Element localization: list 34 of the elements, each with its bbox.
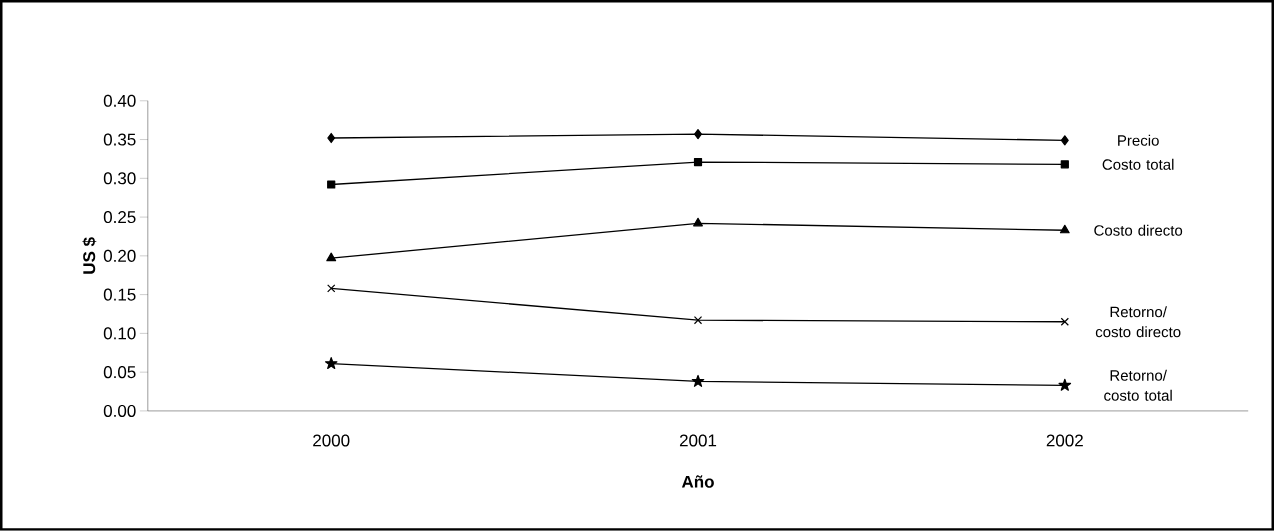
y-tick-label: 0.40 (103, 94, 136, 107)
point (327, 133, 336, 144)
y-tick-label: 0.35 (103, 133, 136, 146)
point (693, 316, 703, 325)
y-tick-label: 0.15 (103, 288, 136, 301)
y-tick-label: 0.05 (103, 366, 136, 379)
point (324, 357, 338, 370)
series-label: Retorno/ costo directo (1095, 306, 1181, 338)
text: Costo total (1102, 158, 1174, 171)
series-label: Costo directo (1094, 224, 1183, 236)
x-tick-label: 2002 (1046, 434, 1083, 447)
point (1060, 317, 1069, 327)
y-tick-label: 0.10 (103, 327, 136, 340)
point (1060, 135, 1069, 146)
y-axis-title: US $ (82, 237, 97, 274)
y-tick-label: 0.25 (103, 211, 136, 224)
text: Precio (1118, 134, 1159, 146)
point (693, 158, 703, 167)
point (1058, 378, 1072, 391)
text: Retorno/ costo total (1104, 369, 1172, 401)
point (327, 180, 336, 189)
point (1060, 160, 1069, 169)
point (326, 252, 337, 262)
point (327, 284, 336, 293)
x-tick-label: 2001 (679, 434, 717, 447)
point (693, 217, 703, 227)
x-tick-label: 2000 (313, 434, 350, 447)
point (1059, 224, 1070, 234)
y-tick-label: 0.00 (103, 405, 136, 418)
y-tick-label: 0.30 (103, 172, 136, 185)
y-tick-label: 0.20 (103, 249, 136, 263)
point (694, 129, 702, 140)
x-axis-title: Año (681, 475, 714, 488)
point (691, 374, 705, 388)
